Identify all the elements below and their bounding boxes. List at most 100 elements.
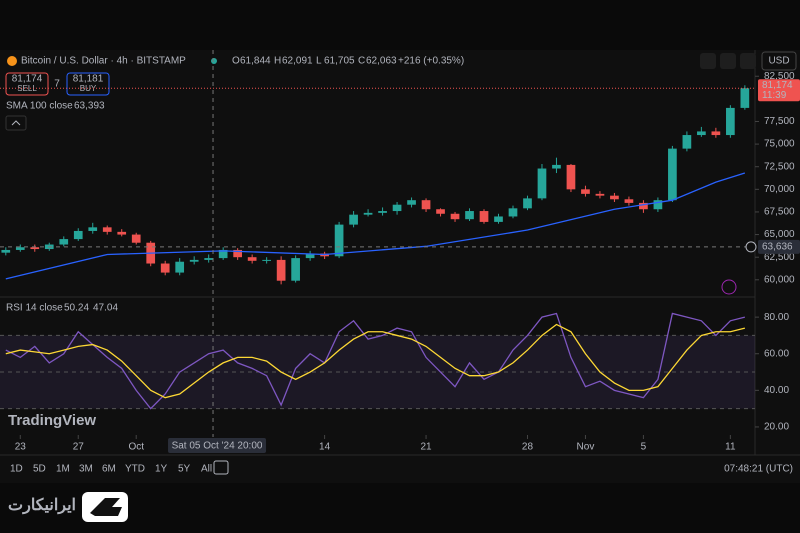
candle-body (407, 200, 416, 205)
buy-button[interactable] (66, 72, 110, 96)
candle-body (276, 259, 286, 281)
y-tick-label: 77,500 (764, 116, 795, 127)
rsi-ma-line (5, 323, 746, 399)
candle-body (305, 253, 315, 259)
rsi-label: RSI 14 close (6, 303, 63, 314)
rsi-tick-label: 40.00 (764, 385, 789, 396)
candle-body (349, 214, 358, 225)
event-icon[interactable] (721, 279, 737, 295)
sell-price: 81,174 (12, 74, 43, 85)
candle-body (653, 200, 663, 210)
ohlc-value: 62,091 (282, 56, 313, 67)
collapse-button[interactable] (5, 115, 27, 131)
candle-body (189, 259, 199, 262)
rsi-value: 50.24 (64, 303, 89, 314)
candle-body (175, 261, 185, 273)
candle-body (233, 249, 243, 258)
candle-body (131, 234, 141, 243)
candle-body (465, 211, 474, 220)
crosshair-plus[interactable] (745, 241, 757, 253)
current-price-tag (758, 79, 800, 102)
sma-value: 63,393 (74, 101, 105, 112)
candle-body (508, 208, 518, 217)
sma-label: SMA 100 close (6, 101, 73, 112)
timeframe-button[interactable]: YTD (125, 464, 145, 475)
clock: 07:48:21 (UTC) (724, 464, 793, 475)
buy-label: BUY (80, 84, 97, 93)
candle-body (117, 231, 127, 235)
crosshair-price-tag (758, 239, 800, 254)
candle-body (595, 193, 605, 196)
candle-body (59, 239, 69, 245)
candle-body (378, 211, 387, 213)
candle-body (15, 247, 25, 250)
timeframe-button[interactable]: All (201, 464, 212, 475)
candle-body (436, 209, 445, 214)
candle-body (552, 164, 561, 169)
candle-body (581, 189, 590, 194)
collapse-icon (11, 120, 21, 126)
rsi-tick-label: 60.00 (764, 348, 789, 359)
x-tick-label: 5 (641, 442, 647, 453)
candle-body (711, 131, 721, 136)
ohlc-value: 61,844 (240, 56, 271, 67)
x-tick-label: 11 (725, 442, 736, 453)
sell-button[interactable] (5, 72, 49, 96)
symbol: Bitcoin / U.S. Dollar · 4h · BITSTAMP (21, 56, 186, 67)
candle-body (479, 211, 489, 222)
countdown: 11:39 (762, 90, 787, 101)
brand: TradingView (8, 412, 96, 429)
timeframe-button[interactable]: 1D (10, 464, 23, 475)
timeframe-button[interactable]: 1Y (155, 464, 168, 475)
toolbar-button[interactable] (700, 53, 716, 69)
candle-body (363, 212, 373, 215)
timeframe-button[interactable]: 1M (56, 464, 70, 475)
x-tick-label: 23 (15, 442, 27, 453)
y-tick-label: 62,500 (764, 252, 795, 263)
x-tick-label: 14 (319, 442, 331, 453)
crosshair-time: Sat 05 Oct '24 20:00 (172, 441, 263, 452)
date-range-icon[interactable] (213, 460, 229, 475)
x-tick-label: 21 (420, 442, 432, 453)
timeframe-button[interactable]: 3M (79, 464, 93, 475)
candle-body (523, 198, 532, 209)
rsi-ma-value: 47.04 (93, 303, 118, 314)
candle-body (218, 249, 228, 259)
candle-body (726, 107, 735, 136)
crosshair-price: 63,636 (762, 242, 793, 253)
toolbar-button[interactable] (720, 53, 736, 69)
ohlc-legend: O 61,844 H 62,091 L 61,705 C 62,063 (232, 56, 397, 67)
candle-body (639, 202, 648, 210)
x-tick-label: Nov (577, 442, 595, 453)
currency: USD (768, 56, 789, 67)
y-tick-label: 70,000 (764, 184, 795, 195)
timeframe-button[interactable]: 5D (33, 464, 46, 475)
candle-body (421, 200, 431, 210)
candle-body (392, 204, 402, 212)
timeframe-button[interactable]: 6M (102, 464, 116, 475)
candle-body (494, 216, 503, 222)
crosshair-time-tag (168, 438, 267, 453)
change: +216 (+0.35%) (398, 56, 464, 67)
y-tick-label: 75,000 (764, 139, 795, 150)
x-tick-label: Oct (128, 442, 144, 453)
candle-body (88, 227, 98, 231)
candle-body (247, 257, 257, 261)
ohlc-key: L (316, 56, 322, 67)
y-tick-label: 67,500 (764, 207, 795, 218)
x-tick-label: 27 (73, 442, 85, 453)
candle-body (291, 258, 300, 281)
watermark-logo-mark (90, 498, 122, 516)
toolbar-button[interactable] (740, 53, 756, 69)
candle-body (1, 249, 11, 253)
ohlc-value: 61,705 (324, 56, 355, 67)
candle-body (334, 224, 344, 257)
currency-button[interactable] (761, 51, 797, 71)
watermark-text: ایرانیکارت (8, 497, 76, 515)
rsi-tick-label: 20.00 (764, 422, 789, 433)
timeframe-button[interactable]: 5Y (178, 464, 191, 475)
candle-body (73, 230, 83, 240)
candle-body (204, 258, 214, 260)
y-tick-label: 72,500 (764, 161, 795, 172)
